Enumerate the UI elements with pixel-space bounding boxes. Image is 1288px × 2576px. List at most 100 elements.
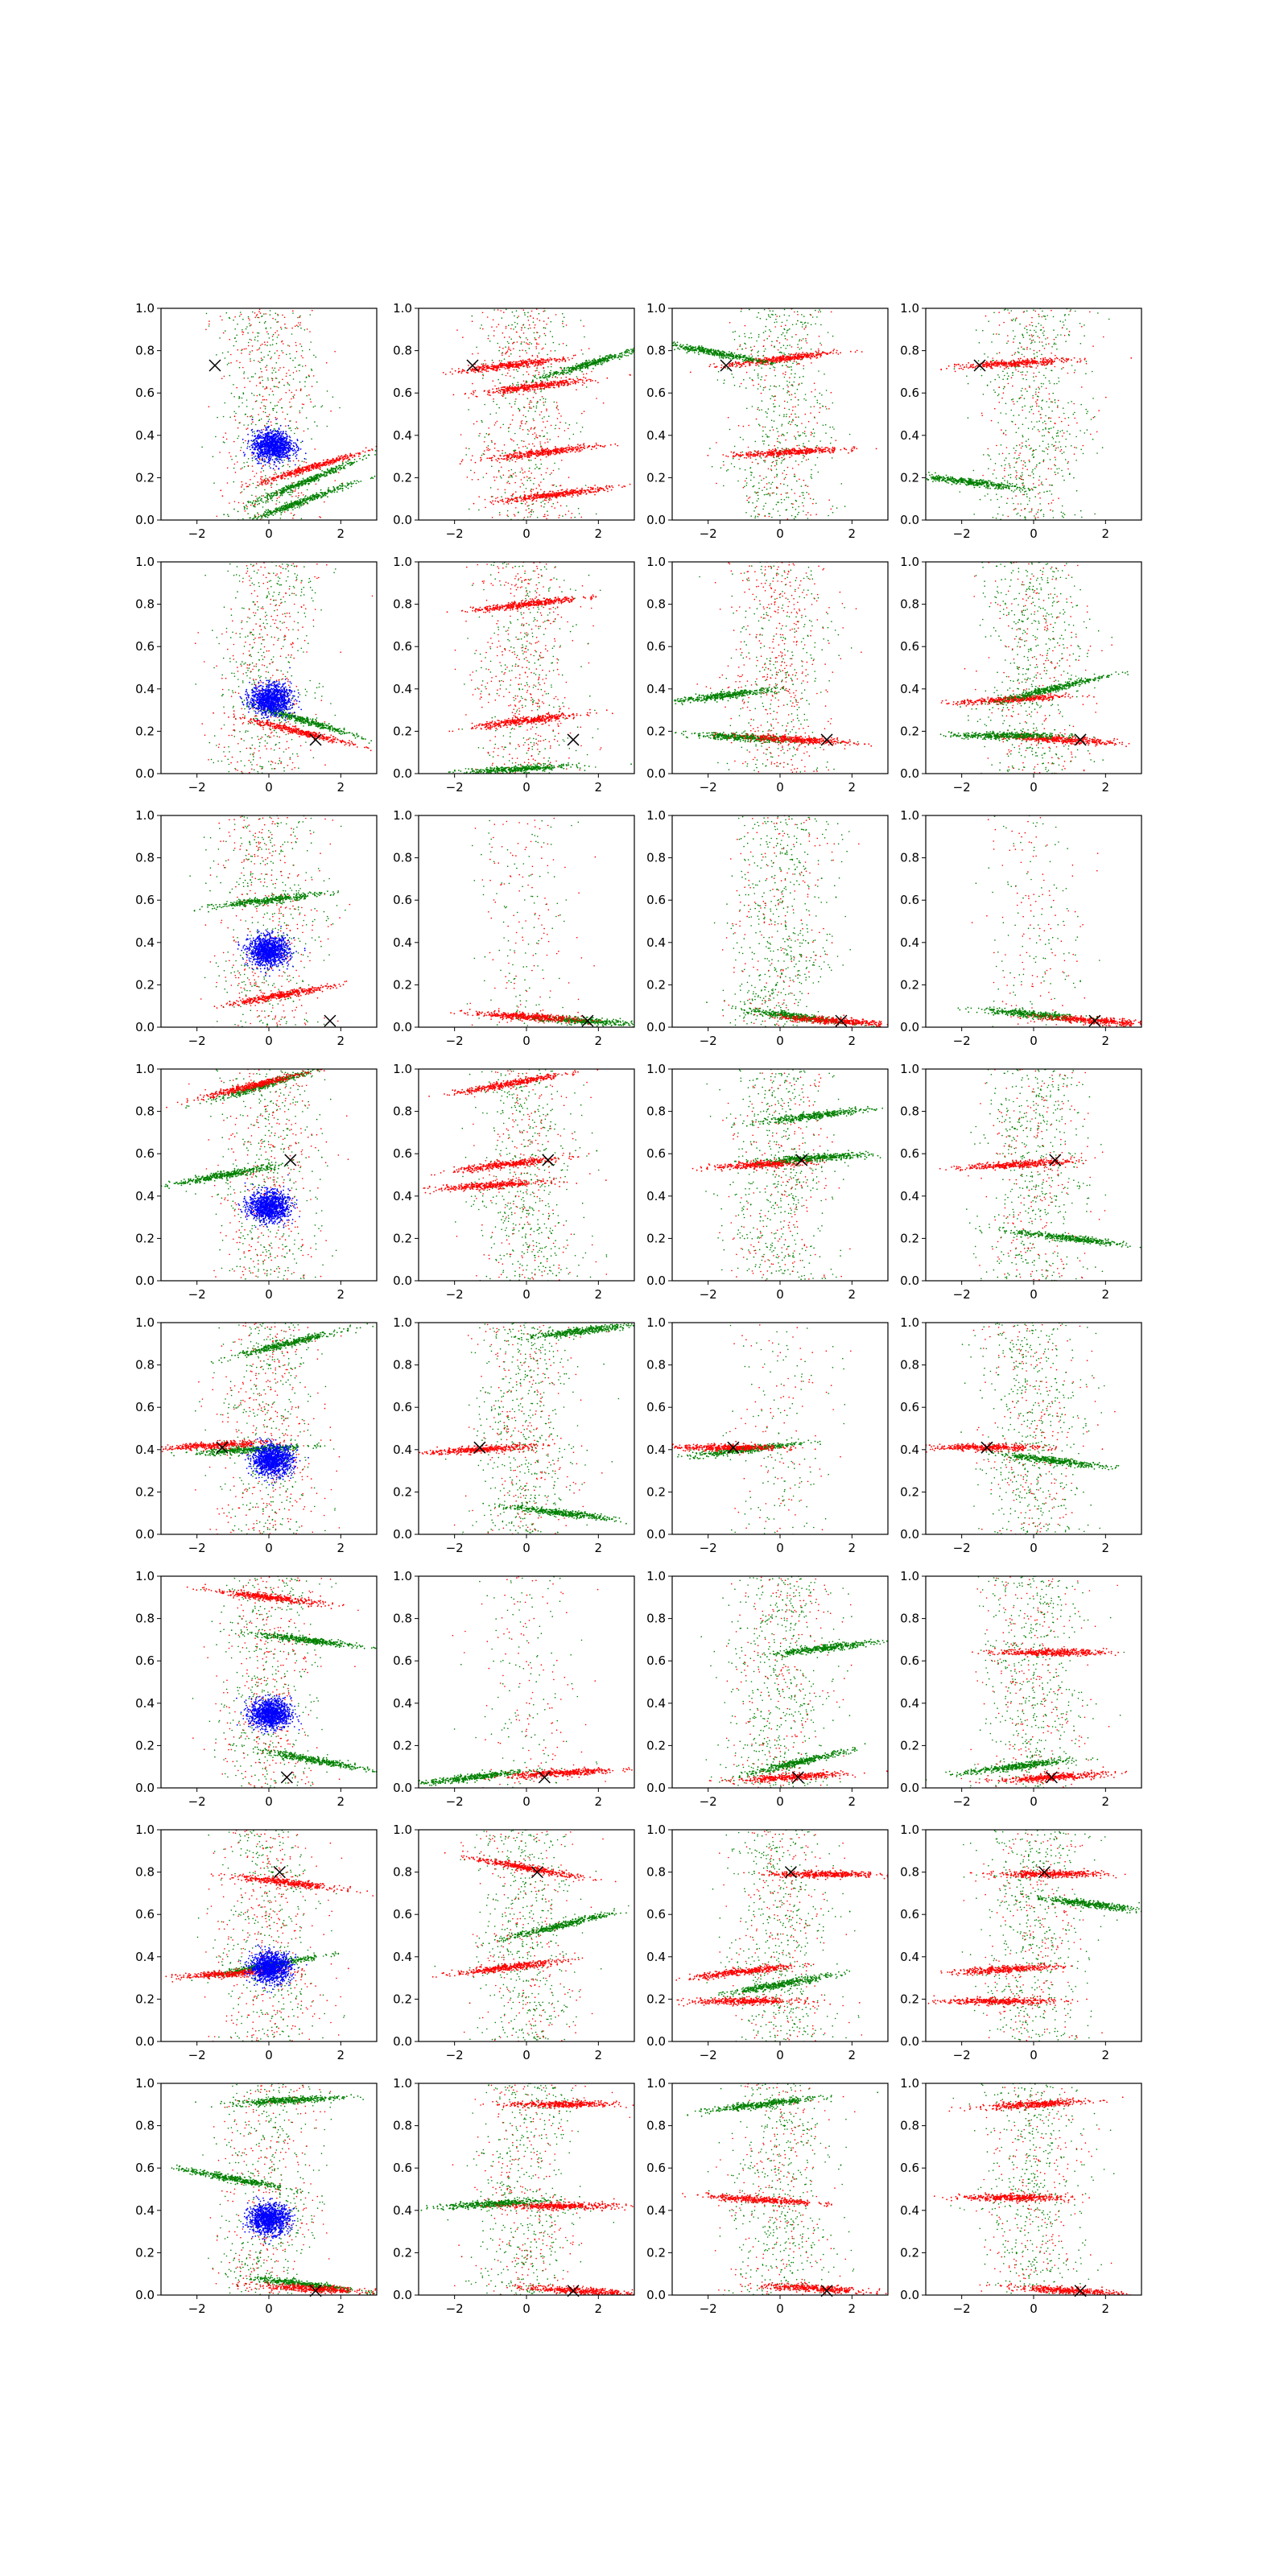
scatter-point xyxy=(536,344,538,345)
scatter-point xyxy=(502,365,504,366)
scatter-point xyxy=(523,361,525,363)
scatter-point xyxy=(275,386,276,388)
scatter-point xyxy=(506,514,508,516)
scatter-point xyxy=(279,428,280,430)
scatter-point xyxy=(328,459,329,460)
scatter-point xyxy=(281,434,283,436)
scatter-point xyxy=(310,498,312,500)
scatter-point xyxy=(291,473,292,474)
scatter-point xyxy=(295,444,297,445)
scatter-point xyxy=(532,355,534,357)
scatter-point xyxy=(349,454,351,456)
scatter-point xyxy=(269,394,270,396)
scatter-point xyxy=(279,433,280,435)
scatter-point xyxy=(258,456,260,457)
scatter-point xyxy=(301,483,303,485)
scatter-point xyxy=(563,326,564,328)
scatter-point xyxy=(297,317,299,319)
scatter-point xyxy=(484,450,485,452)
scatter-point xyxy=(316,464,317,465)
scatter-point xyxy=(264,479,266,481)
scatter-point xyxy=(275,448,276,449)
scatter-point xyxy=(531,311,533,312)
scatter-point xyxy=(522,374,524,376)
scatter-point xyxy=(508,363,510,365)
scatter-point xyxy=(258,311,260,312)
scatter-point xyxy=(521,343,522,345)
scatter-point xyxy=(263,429,265,431)
scatter-point xyxy=(296,427,298,428)
scatter-point xyxy=(619,359,621,361)
scatter-point xyxy=(287,503,289,505)
scatter-point xyxy=(505,346,506,348)
scatter-point xyxy=(332,470,334,472)
scatter-point xyxy=(568,359,570,361)
scatter-point xyxy=(292,455,294,456)
scatter-point xyxy=(298,488,299,489)
scatter-point xyxy=(260,500,262,502)
scatter-point xyxy=(359,458,361,460)
scatter-point xyxy=(482,378,484,379)
scatter-point xyxy=(251,455,253,456)
scatter-point xyxy=(330,490,332,492)
scatter-point xyxy=(631,353,633,355)
scatter-point xyxy=(269,451,270,452)
scatter-point xyxy=(262,460,264,461)
scatter-point xyxy=(265,433,266,435)
scatter-point xyxy=(510,364,512,365)
scatter-point xyxy=(284,437,286,439)
scatter-point xyxy=(262,442,263,444)
scatter-point xyxy=(588,379,590,381)
scatter-point xyxy=(487,394,489,395)
scatter-point xyxy=(503,503,505,505)
scatter-point xyxy=(493,365,495,366)
scatter-point xyxy=(532,444,534,445)
scatter-point xyxy=(222,353,224,354)
scatter-point xyxy=(268,461,270,463)
scatter-point xyxy=(636,351,638,353)
scatter-point xyxy=(557,405,559,407)
scatter-point xyxy=(257,314,258,316)
scatter-point xyxy=(472,353,473,355)
scatter-point xyxy=(324,463,325,464)
scatter-point xyxy=(201,447,203,448)
scatter-point xyxy=(555,360,556,361)
scatter-point xyxy=(552,377,554,378)
scatter-point xyxy=(356,461,357,463)
scatter-point xyxy=(320,495,321,497)
scatter-point xyxy=(293,482,295,484)
x-tick-label: −2 xyxy=(188,526,206,541)
scatter-point xyxy=(479,433,481,435)
scatter-point xyxy=(259,322,261,324)
scatter-point xyxy=(482,312,484,314)
scatter-point xyxy=(504,364,506,365)
scatter-point xyxy=(493,392,494,394)
scatter-point xyxy=(530,402,531,403)
scatter-point xyxy=(537,355,539,357)
scatter-point xyxy=(358,456,360,457)
scatter-point xyxy=(523,381,525,382)
scatter-point xyxy=(287,457,288,459)
scatter-point xyxy=(255,501,257,502)
scatter-point xyxy=(537,437,539,439)
scatter-point xyxy=(484,365,485,366)
scatter-point xyxy=(276,458,278,460)
scatter-point xyxy=(368,450,369,452)
scatter-point xyxy=(382,446,384,448)
scatter-point xyxy=(477,353,479,354)
scatter-point xyxy=(499,347,501,349)
scatter-point xyxy=(254,360,255,361)
scatter-point xyxy=(506,390,507,391)
scatter-point xyxy=(522,361,523,363)
scatter-point xyxy=(582,379,584,381)
scatter-point xyxy=(265,430,266,431)
scatter-point xyxy=(543,367,545,369)
scatter-point xyxy=(298,326,299,328)
scatter-point xyxy=(291,496,293,497)
scatter-point xyxy=(544,360,546,361)
scatter-point xyxy=(247,332,249,334)
scatter-point xyxy=(314,448,316,450)
scatter-point xyxy=(546,410,547,411)
scatter-point xyxy=(253,453,254,455)
scatter-point xyxy=(550,350,551,352)
